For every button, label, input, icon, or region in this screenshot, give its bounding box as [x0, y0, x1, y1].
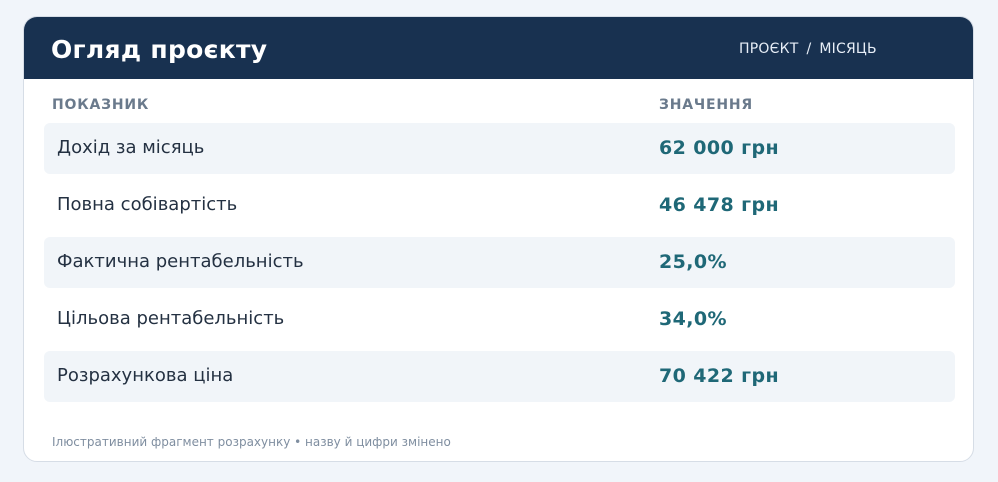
row-label: Цільова рентабельність: [57, 308, 285, 329]
table-row: Дохід за місяць 62 000 грн: [44, 123, 955, 174]
page-title: Огляд проєкту: [51, 35, 268, 64]
row-label: Повна собівартість: [57, 194, 238, 215]
row-value: 25,0%: [659, 251, 727, 273]
breadcrumb-item-month[interactable]: МІСЯЦЬ: [819, 41, 877, 57]
row-label: Розрахункова ціна: [57, 365, 234, 386]
column-header-metric: ПОКАЗНИК: [52, 97, 150, 113]
table-row: Розрахункова ціна 70 422 грн: [44, 351, 955, 402]
table-row: Повна собівартість 46 478 грн: [44, 180, 955, 231]
row-value: 46 478 грн: [659, 194, 779, 216]
table-row: Цільова рентабельність 34,0%: [44, 294, 955, 345]
row-label: Дохід за місяць: [57, 137, 205, 158]
project-overview-card: Огляд проєкту ПРОЄКТ / МІСЯЦЬ ПОКАЗНИК ЗНА…: [23, 16, 974, 462]
card-header: Огляд проєкту ПРОЄКТ / МІСЯЦЬ: [24, 17, 973, 79]
breadcrumb-item-project[interactable]: ПРОЄКТ: [739, 41, 799, 57]
column-header-value: ЗНАЧЕННЯ: [659, 97, 753, 113]
footer-note: Ілюстративний фрагмент розрахунку • назв…: [52, 435, 451, 449]
breadcrumb-separator: /: [806, 41, 812, 57]
row-value: 34,0%: [659, 308, 727, 330]
breadcrumb: ПРОЄКТ / МІСЯЦЬ: [739, 40, 877, 58]
row-value: 62 000 грн: [659, 137, 779, 159]
table-row: Фактична рентабельність 25,0%: [44, 237, 955, 288]
metrics-table: Дохід за місяць 62 000 грн Повна собівар…: [44, 123, 955, 408]
row-label: Фактична рентабельність: [57, 251, 304, 272]
row-value: 70 422 грн: [659, 365, 779, 387]
